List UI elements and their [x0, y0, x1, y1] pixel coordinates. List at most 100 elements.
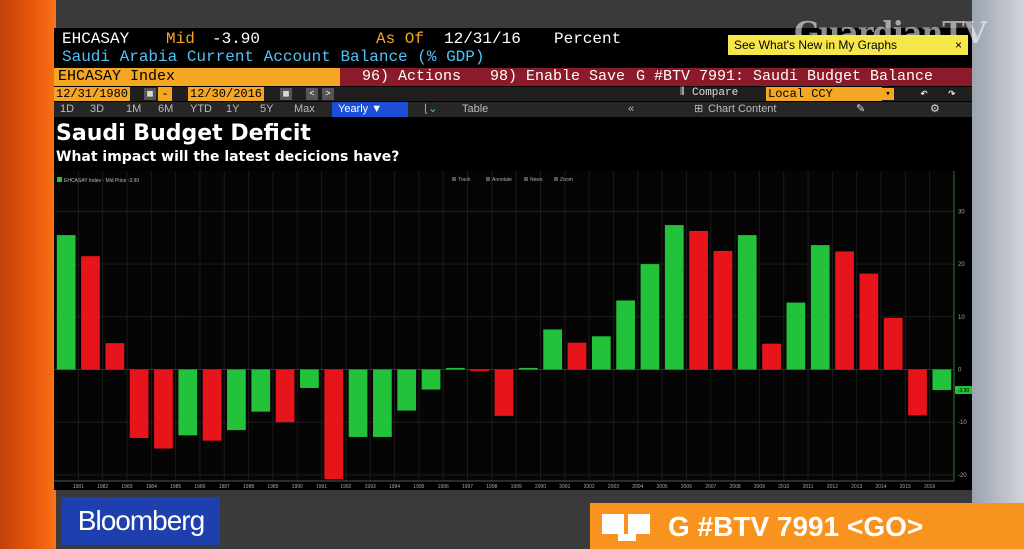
bar[interactable]: [591, 336, 611, 370]
x-tick-label: 1999: [511, 484, 522, 490]
period-ytd[interactable]: YTD: [190, 103, 212, 115]
bar[interactable]: [421, 369, 441, 390]
x-tick-label: 1996: [438, 484, 449, 490]
period-6m[interactable]: 6M: [158, 103, 174, 115]
x-tick-label: 1995: [413, 484, 424, 490]
currency-select[interactable]: Local CCY: [766, 87, 882, 101]
period-1d[interactable]: 1D: [60, 103, 75, 115]
bar[interactable]: [908, 369, 927, 416]
x-tick-label: 2008: [730, 484, 741, 490]
chart-tool-icon[interactable]: [452, 177, 456, 181]
table-button[interactable]: Table: [462, 103, 489, 115]
x-tick-label: 2016: [924, 484, 935, 490]
whats-new-banner[interactable]: See What's New in My Graphs ×: [728, 35, 968, 55]
bar[interactable]: [178, 369, 198, 436]
bar[interactable]: [154, 369, 173, 449]
bar[interactable]: [616, 300, 635, 370]
x-tick-label: 1982: [97, 484, 108, 490]
bar[interactable]: [348, 369, 368, 437]
start-date-field[interactable]: 12/31/1980: [54, 87, 131, 101]
bar[interactable]: [300, 369, 319, 388]
chart-tool-label[interactable]: Track: [458, 177, 471, 183]
bar[interactable]: [129, 369, 149, 439]
calendar-icon[interactable]: ▦: [280, 88, 292, 100]
period-1m[interactable]: 1M: [126, 103, 142, 115]
whats-new-label: See What's New in My Graphs: [734, 38, 898, 52]
bar[interactable]: [932, 369, 952, 391]
actions-menu[interactable]: 96) Actions: [362, 68, 462, 85]
bar[interactable]: [251, 369, 271, 412]
x-tick-label: 1993: [365, 484, 376, 490]
chevron-down-icon[interactable]: ▾: [882, 88, 894, 100]
bar[interactable]: [664, 225, 684, 370]
chart-tools: Track Annotate News Zoom: [452, 177, 573, 183]
collapse-icon[interactable]: «: [628, 103, 635, 115]
header-row: EHCASAY Mid -3.90 As Of 12/31/16 Percent: [54, 28, 972, 48]
bar[interactable]: [786, 302, 806, 370]
bar[interactable]: [105, 343, 125, 370]
bar[interactable]: [737, 235, 757, 370]
background-left: [0, 0, 56, 549]
x-tick-label: 1987: [219, 484, 230, 490]
bar[interactable]: [56, 235, 76, 370]
chart-tool-icon[interactable]: [524, 177, 528, 181]
last-value-label: -3.90: [958, 388, 970, 394]
bar[interactable]: [567, 342, 587, 370]
undo-icon[interactable]: ↶: [920, 86, 928, 101]
period-max[interactable]: Max: [294, 103, 315, 115]
bar[interactable]: [275, 369, 295, 423]
chart-tool-label[interactable]: News: [530, 177, 543, 183]
chart-tool-icon[interactable]: [554, 177, 558, 181]
bar[interactable]: [543, 329, 563, 370]
bar[interactable]: [445, 367, 465, 370]
calendar-icon[interactable]: ▦: [144, 88, 156, 100]
bar[interactable]: [640, 264, 660, 370]
line-chart-icon[interactable]: ⌊⌄: [424, 103, 438, 115]
gear-icon[interactable]: ⚙: [930, 103, 940, 115]
x-tick-label: 2002: [584, 484, 595, 490]
chart-tool-label[interactable]: Annotate: [492, 177, 512, 183]
chart-tool-icon[interactable]: [486, 177, 490, 181]
bar[interactable]: [689, 230, 708, 370]
bar[interactable]: [859, 273, 879, 370]
redo-icon[interactable]: ↷: [948, 86, 956, 101]
bar[interactable]: [518, 367, 538, 370]
chevron-left-icon[interactable]: <: [306, 88, 318, 100]
y-tick-label: -20: [958, 473, 967, 479]
bar[interactable]: [81, 256, 100, 370]
period-5y[interactable]: 5Y: [260, 103, 274, 115]
bar[interactable]: [227, 369, 246, 431]
chevron-down-icon: ▼: [371, 103, 383, 115]
chevron-right-icon[interactable]: >: [322, 88, 334, 100]
bar[interactable]: [762, 343, 781, 370]
legend-swatch: [57, 177, 62, 182]
x-tick-label: 1984: [146, 484, 157, 490]
end-date-field[interactable]: 12/30/2016: [188, 87, 265, 101]
bar[interactable]: [470, 369, 490, 372]
period-3d[interactable]: 3D: [90, 103, 105, 115]
bar[interactable]: [810, 245, 830, 370]
bar[interactable]: [373, 369, 392, 437]
enable-save-button[interactable]: 98) Enable Save: [490, 68, 626, 85]
x-tick-label: 2010: [778, 484, 789, 490]
bar[interactable]: [713, 250, 733, 370]
chart-tool-label[interactable]: Zoom: [560, 177, 573, 183]
bar[interactable]: [883, 317, 903, 370]
frequency-select[interactable]: Yearly ▼: [332, 102, 408, 117]
index-field[interactable]: EHCASAY Index: [54, 68, 340, 86]
legend-label: EHCASAY Index - Mid Price -3.90: [64, 178, 139, 184]
x-tick-label: 1986: [194, 484, 205, 490]
period-1y[interactable]: 1Y: [226, 103, 240, 115]
edit-icon[interactable]: ✎: [856, 103, 866, 115]
bar[interactable]: [494, 369, 514, 416]
bar[interactable]: [324, 369, 344, 480]
bar[interactable]: [835, 251, 854, 370]
close-icon[interactable]: ×: [954, 38, 962, 52]
bar[interactable]: [202, 369, 222, 441]
x-tick-label: 2005: [657, 484, 668, 490]
bar[interactable]: [397, 369, 417, 411]
chart-subtitle: What impact will the latest decicions ha…: [56, 149, 400, 165]
chart-content-button[interactable]: Chart Content: [708, 103, 777, 115]
x-tick-label: 1990: [292, 484, 303, 490]
